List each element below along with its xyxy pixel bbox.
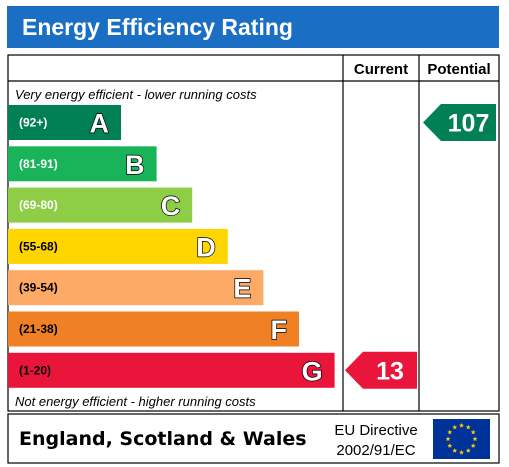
band-c-range: (69-80) (19, 198, 58, 212)
potential-column-header: Potential (427, 61, 490, 78)
eu-flag-star (459, 449, 464, 455)
band-c: (69-80) C (8, 187, 193, 223)
eu-flag-star (447, 429, 453, 435)
band-d-letter: D (196, 232, 216, 262)
eu-flag-star (470, 443, 476, 448)
eu-flag-star (459, 422, 464, 428)
band-a: (92+) A (8, 105, 121, 140)
band-g: (1-20) G (8, 352, 335, 388)
band-e-range: (39-54) (19, 281, 58, 295)
band-c-bar (8, 187, 193, 223)
rating-bands: (92+) A (81-91) B (69-80) C (55-68) D (39-54) E (2… (8, 105, 335, 388)
band-a-range: (92+) (19, 116, 47, 130)
band-e: (39-54) E (8, 270, 264, 306)
band-e-bar (8, 270, 264, 306)
band-f-letter: F (271, 315, 288, 345)
eu-flag-star (472, 436, 478, 442)
footer-frame (7, 413, 500, 464)
chart-title: Energy Efficiency Rating (22, 14, 293, 40)
band-a-letter: A (90, 109, 110, 139)
region-label: England, Scotland & Wales (19, 428, 307, 450)
eu-flag-star (465, 448, 471, 453)
current-column-header: Current (354, 61, 408, 78)
band-f: (21-38) F (8, 311, 299, 347)
rating-arrows: 13 107 (345, 104, 496, 389)
eu-flag-icon (433, 419, 490, 459)
band-b-range: (81-91) (19, 157, 58, 171)
eu-flag-star (445, 436, 451, 442)
band-e-letter: E (233, 274, 251, 304)
band-f-bar (8, 311, 299, 347)
bottom-caption: Not energy efficient - higher running co… (15, 394, 256, 409)
eu-flag-star (447, 443, 453, 448)
directive-line-2: 2002/91/EC (336, 442, 415, 459)
band-g-bar (8, 352, 335, 388)
potential-arrow-shape (423, 104, 496, 141)
potential-score: 107 (448, 110, 490, 138)
eu-flag-star (452, 424, 458, 430)
eu-flag-star (470, 429, 476, 435)
current-score: 13 (376, 357, 404, 385)
directive-line-1: EU Directive (334, 422, 417, 439)
band-b: (81-91) B (8, 146, 157, 182)
potential-rating-arrow: 107 (423, 104, 496, 141)
band-f-range: (21-38) (19, 322, 58, 336)
eu-flag-star (465, 424, 471, 430)
band-b-bar (8, 146, 157, 182)
band-g-letter: G (302, 356, 323, 386)
band-a-bar (8, 105, 121, 140)
band-g-range: (1-20) (19, 363, 51, 377)
current-arrow-shape (345, 351, 417, 389)
current-rating-arrow: 13 (345, 351, 417, 389)
band-d-bar (8, 228, 228, 264)
band-d: (55-68) D (8, 228, 228, 264)
band-b-letter: B (125, 150, 145, 180)
top-caption: Very energy efficient - lower running co… (15, 87, 257, 102)
band-c-letter: C (161, 191, 181, 221)
eu-flag-star (452, 448, 458, 453)
title-banner: Energy Efficiency Rating (7, 6, 499, 48)
band-d-range: (55-68) (19, 239, 58, 253)
